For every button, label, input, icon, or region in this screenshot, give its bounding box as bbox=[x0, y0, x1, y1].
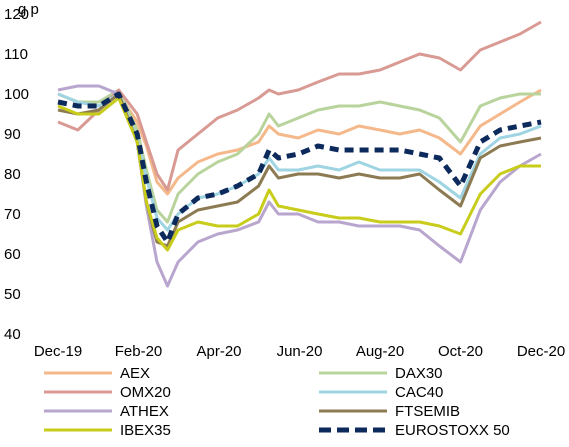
legend-label: CAC40 bbox=[395, 384, 443, 401]
legend: AEX DAX30 OMX20 CAC40 ATHEX FTSEMIB IBEX35 EURO… bbox=[44, 365, 510, 439]
series-lines bbox=[57, 20, 542, 288]
x-tick-label: Aug-20 bbox=[356, 343, 404, 360]
y-tick-label: 100 bbox=[4, 86, 29, 103]
x-axis-ticks: Dec-19 Feb-20 Apr-20 Jun-20 Aug-20 Oct-20 Dec-… bbox=[34, 343, 565, 360]
y-axis-ticks: 40 50 60 70 80 90 100 110 120 bbox=[4, 6, 29, 343]
legend-label: IBEX35 bbox=[120, 422, 171, 439]
x-tick-label: Apr-20 bbox=[196, 343, 241, 360]
legend-label: EUROSTOXX 50 bbox=[395, 422, 510, 439]
y-tick-label: 60 bbox=[4, 246, 21, 263]
series-line-cac40 bbox=[57, 92, 542, 232]
x-tick-label: Feb-20 bbox=[115, 343, 163, 360]
legend-label: FTSEMIB bbox=[395, 403, 460, 420]
y-tick-label: 50 bbox=[4, 286, 21, 303]
y-tick-label: 110 bbox=[4, 46, 28, 63]
y-tick-label: 80 bbox=[4, 166, 21, 183]
legend-label: ATHEX bbox=[120, 403, 169, 420]
y-tick-label: 40 bbox=[4, 326, 21, 343]
x-tick-label: Dec-20 bbox=[517, 343, 565, 360]
legend-label: AEX bbox=[120, 365, 150, 382]
x-tick-label: Jun-20 bbox=[277, 343, 323, 360]
series-line-eurostoxx-50 bbox=[57, 91, 542, 245]
x-tick-label: Dec-19 bbox=[34, 343, 82, 360]
legend-label: OMX20 bbox=[120, 384, 171, 401]
legend-label: DAX30 bbox=[395, 365, 443, 382]
y-tick-label: 120 bbox=[4, 6, 29, 23]
series-line-omx20 bbox=[57, 20, 542, 192]
y-tick-label: 90 bbox=[4, 126, 21, 143]
x-tick-label: Oct-20 bbox=[438, 343, 483, 360]
chart-title-fragment: g p bbox=[18, 1, 39, 18]
y-tick-label: 70 bbox=[4, 206, 21, 223]
series-line-ibex35 bbox=[57, 96, 541, 252]
series-line-aex bbox=[57, 88, 542, 196]
